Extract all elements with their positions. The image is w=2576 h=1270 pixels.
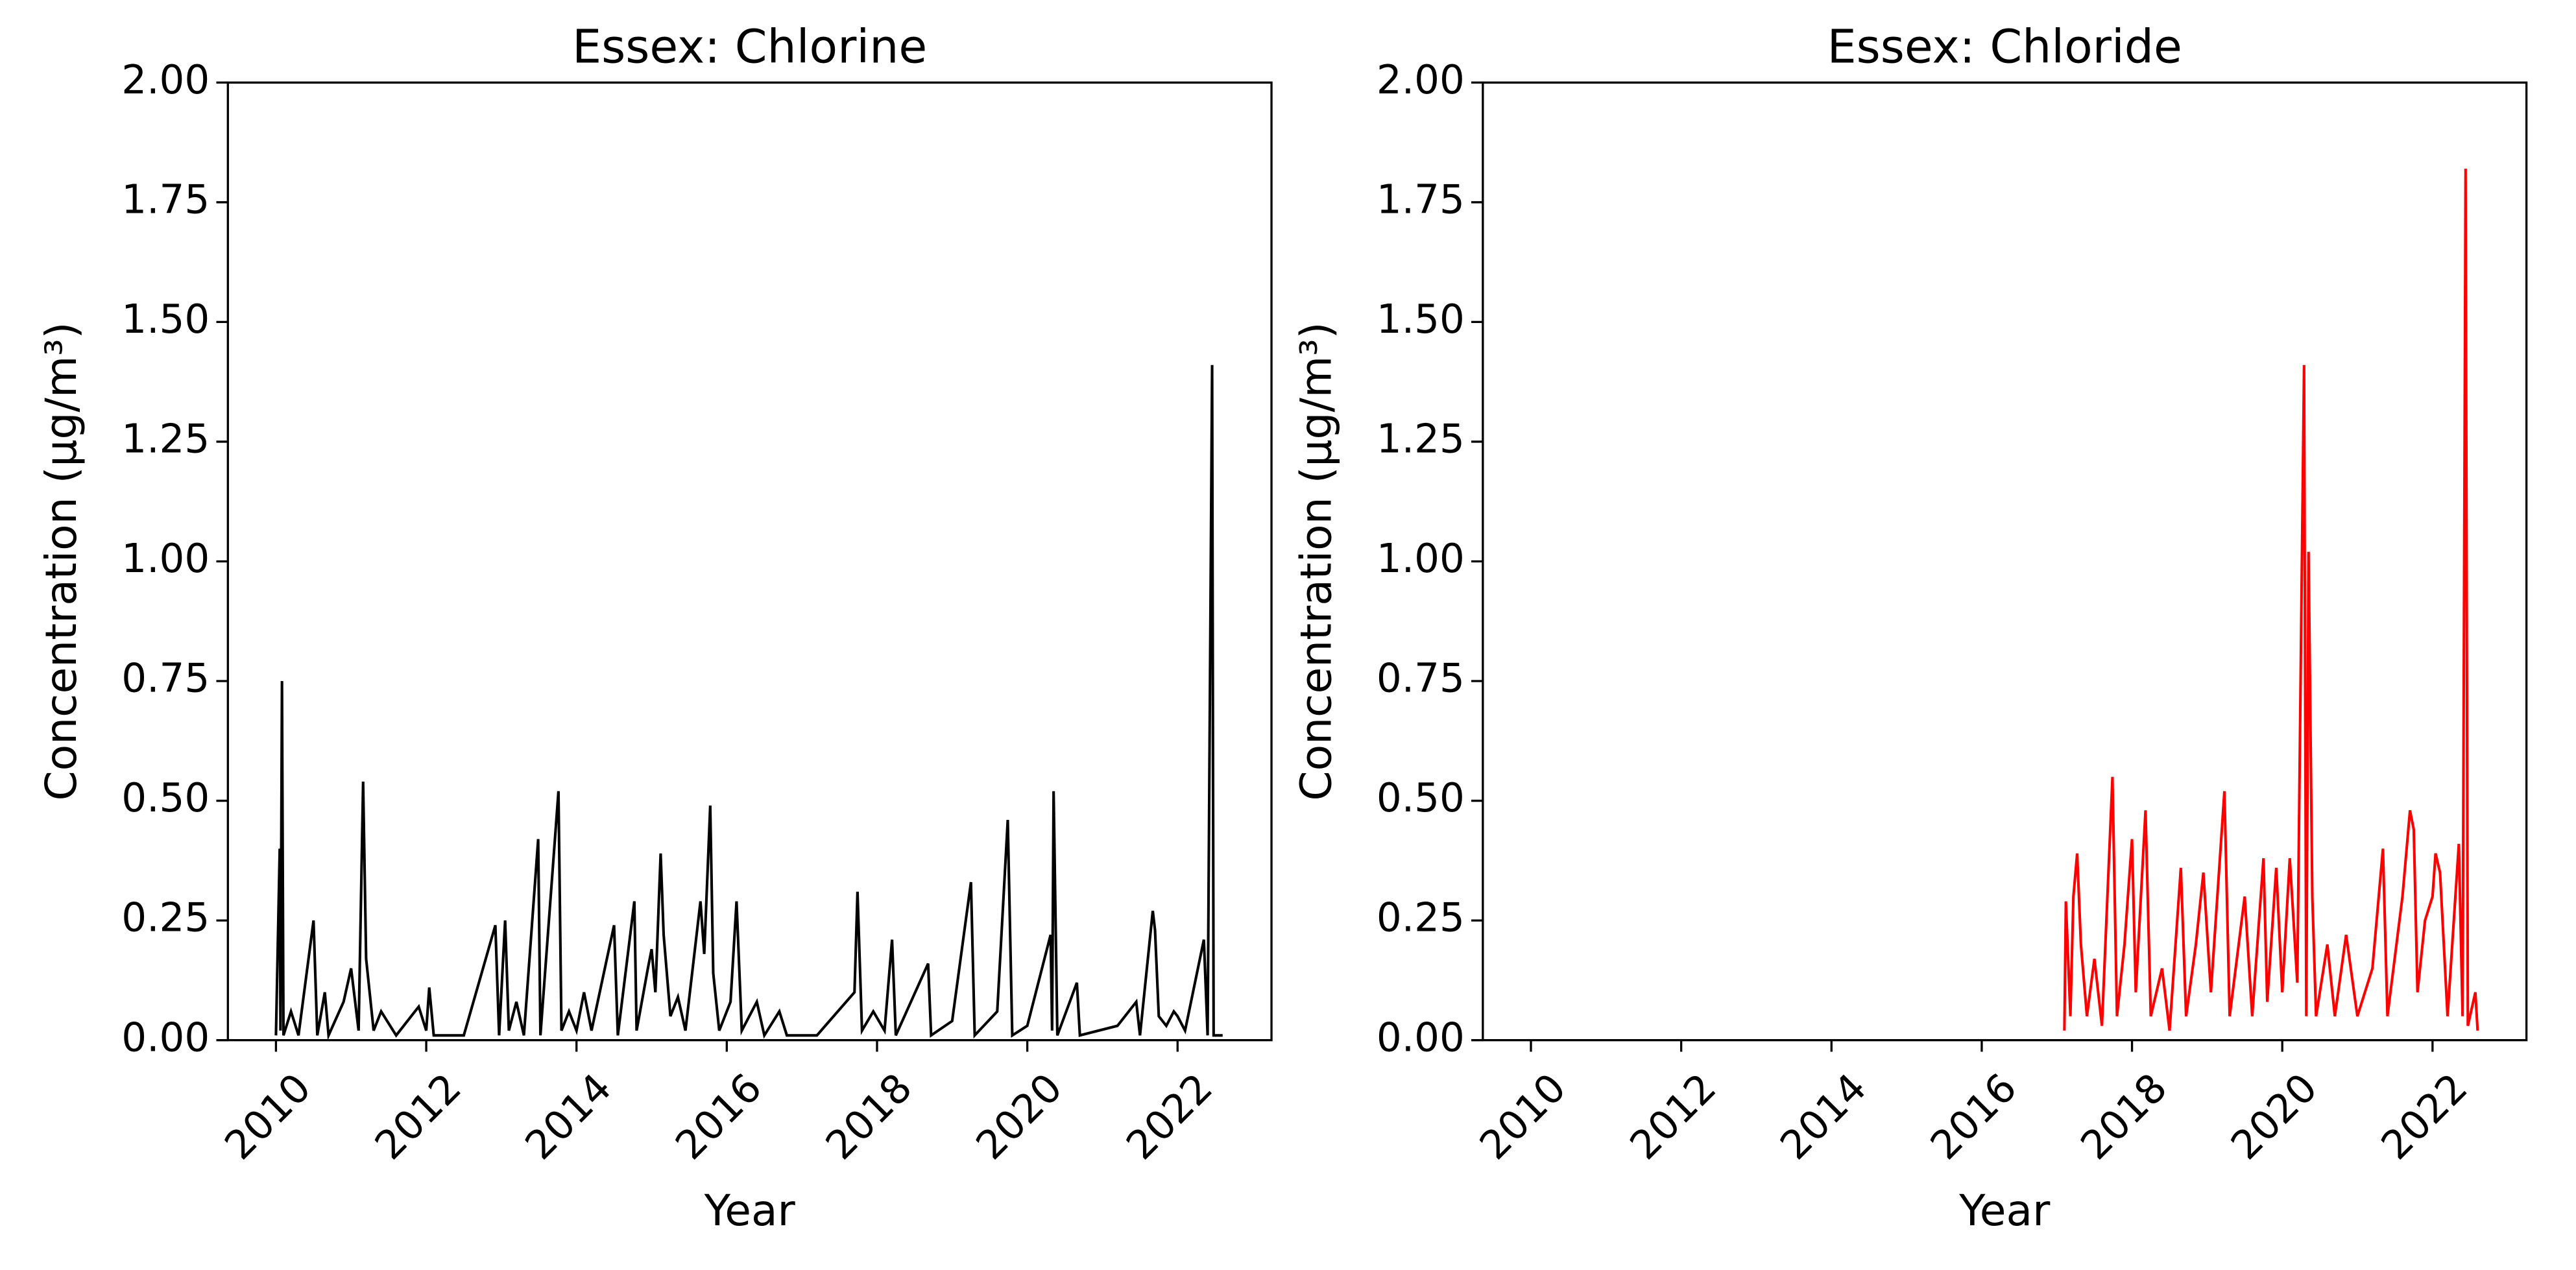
x-axis-label: Year bbox=[1958, 1186, 2051, 1236]
data-line bbox=[2063, 169, 2479, 1031]
y-tick-label: 1.00 bbox=[121, 536, 210, 582]
x-tick-label: 2016 bbox=[667, 1065, 771, 1169]
x-tick-label: 2022 bbox=[1118, 1065, 1222, 1169]
y-tick-label: 0.50 bbox=[1377, 775, 1465, 821]
y-tick-label: 1.50 bbox=[1377, 296, 1465, 342]
x-tick-label: 2020 bbox=[967, 1065, 1071, 1169]
y-tick-label: 1.25 bbox=[121, 416, 210, 462]
x-tick-label: 2022 bbox=[2372, 1065, 2476, 1169]
plot-frame bbox=[1482, 81, 2528, 1042]
y-tick-label: 0.00 bbox=[121, 1014, 210, 1060]
x-tick-label: 2014 bbox=[1772, 1065, 1875, 1169]
y-tick-label: 0.75 bbox=[121, 656, 210, 702]
y-tick-label: 1.75 bbox=[121, 176, 210, 222]
y-tick-label: 0.00 bbox=[1377, 1014, 1465, 1060]
data-line bbox=[274, 365, 1223, 1041]
y-axis-label: Concentration (μg/m³) bbox=[36, 322, 86, 800]
y-tick-label: 1.50 bbox=[121, 296, 210, 342]
x-tick-label: 2014 bbox=[516, 1065, 620, 1169]
x-tick-label: 2010 bbox=[216, 1065, 320, 1169]
x-tick-label: 2018 bbox=[2072, 1065, 2176, 1169]
y-tick-label: 1.00 bbox=[1377, 536, 1465, 582]
plot-frame bbox=[226, 81, 1273, 1042]
y-tick-label: 0.25 bbox=[121, 895, 210, 941]
y-tick-label: 1.25 bbox=[1377, 416, 1465, 462]
x-tick-label: 2020 bbox=[2222, 1065, 2326, 1169]
x-tick-label: 2016 bbox=[1922, 1065, 2026, 1169]
y-tick-label: 2.00 bbox=[1377, 57, 1465, 103]
x-tick-label: 2018 bbox=[817, 1065, 921, 1169]
y-tick-label: 1.75 bbox=[1377, 176, 1465, 222]
y-tick-label: 0.25 bbox=[1377, 895, 1465, 941]
x-axis-label: Year bbox=[704, 1186, 796, 1236]
y-tick-label: 0.50 bbox=[121, 775, 210, 821]
chart-title: Essex: Chloride bbox=[1827, 20, 2182, 74]
x-tick-label: 2012 bbox=[367, 1065, 470, 1169]
x-tick-label: 2012 bbox=[1621, 1065, 1725, 1169]
chart-title: Essex: Chlorine bbox=[572, 20, 927, 74]
x-tick-label: 2010 bbox=[1471, 1065, 1575, 1169]
y-tick-label: 2.00 bbox=[121, 57, 210, 103]
y-axis-label: Concentration (μg/m³) bbox=[1292, 322, 1342, 800]
y-tick-label: 0.75 bbox=[1377, 656, 1465, 702]
